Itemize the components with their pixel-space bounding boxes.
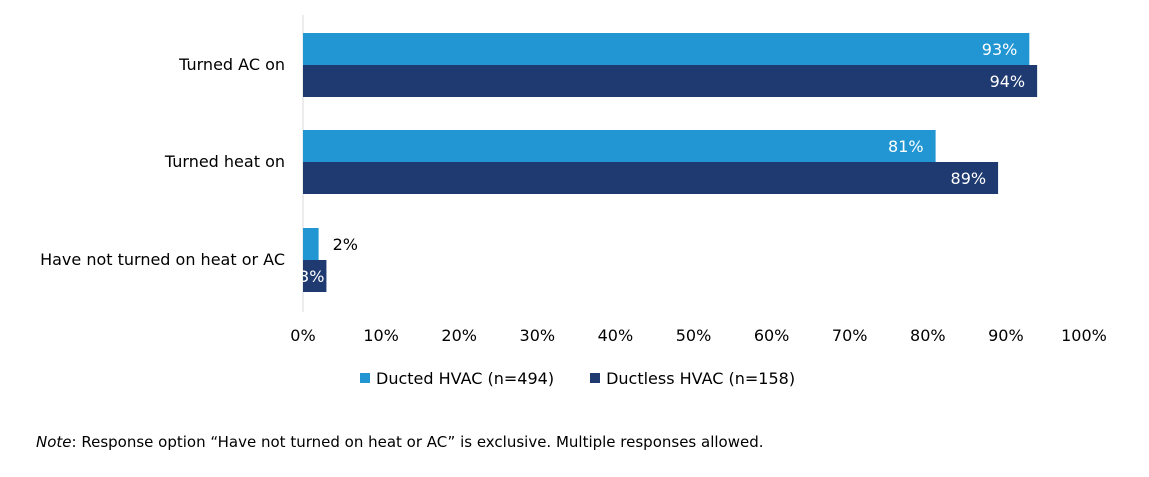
data-label: 81% [888,137,924,156]
bar-ductless [303,65,1038,97]
x-tick-label: 90% [988,326,1024,345]
data-label: 2% [333,235,358,254]
data-label: 89% [951,169,987,188]
x-tick-label: 100% [1061,326,1107,345]
data-label: 94% [990,72,1026,91]
legend-label-ductless: Ductless HVAC (n=158) [606,368,796,388]
footnote: Note: Response option “Have not turned o… [36,433,764,451]
x-tick-label: 50% [676,326,712,345]
legend-item-ductless: Ductless HVAC (n=158) [590,369,795,388]
x-tick-label: 0% [290,326,315,345]
bar-ductless [303,162,999,194]
x-tick-label: 20% [441,326,477,345]
category-label: Turned AC on [178,55,285,74]
x-tick-label: 80% [910,326,946,345]
data-label: 3% [299,267,324,286]
x-tick-label: 10% [363,326,399,345]
bar-ductless [303,260,327,292]
data-label: 93% [982,40,1018,59]
bar-ducted [303,228,319,260]
category-label: Have not turned on heat or AC [40,250,285,269]
category-label: Turned heat on [164,152,285,171]
legend-item-ducted: Ducted HVAC (n=494) [360,369,554,388]
bar-ducted [303,130,936,162]
x-tick-label: 40% [598,326,634,345]
footnote-text: : Response option “Have not turned on he… [71,433,764,451]
legend-label-ducted: Ducted HVAC (n=494) [376,368,555,388]
legend-swatch-ductless [590,373,601,383]
x-tick-label: 30% [520,326,556,345]
chart-legend: Ducted HVAC (n=494) Ductless HVAC (n=158… [360,367,831,389]
x-tick-label: 70% [832,326,868,345]
bar-chart: Turned AC on Turned heat on Have not turne… [40,15,1107,345]
x-tick-label: 60% [754,326,790,345]
legend-swatch-ducted [360,373,370,383]
footnote-key: Note [36,433,72,451]
bar-ducted [303,33,1030,65]
